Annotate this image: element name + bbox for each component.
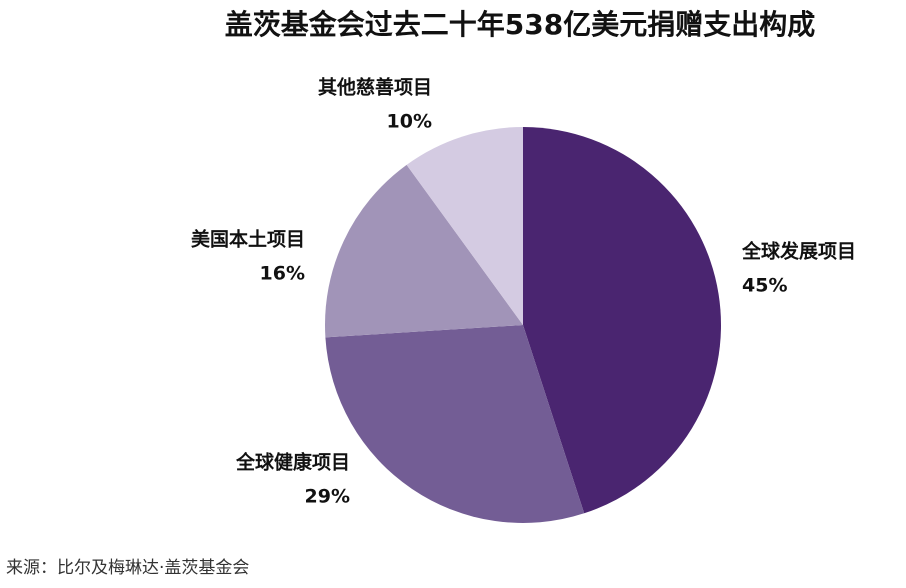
slice-label: 美国本土项目 bbox=[191, 228, 305, 251]
chart-title: 盖茨基金会过去二十年538亿美元捐赠支出构成 bbox=[225, 8, 815, 41]
slice-label: 其他慈善项目 bbox=[318, 76, 432, 99]
slice-label: 全球发展项目 bbox=[741, 240, 856, 263]
slice-label: 全球健康项目 bbox=[235, 451, 350, 474]
value-label: 16% bbox=[260, 263, 305, 285]
pie-slice bbox=[325, 325, 585, 523]
pie-slice bbox=[325, 164, 523, 338]
value-label: 10% bbox=[387, 111, 432, 133]
pie-slice bbox=[523, 127, 721, 514]
value-label: 29% bbox=[305, 486, 350, 508]
pie-slice bbox=[406, 127, 523, 325]
value-label: 45% bbox=[742, 275, 787, 297]
source: 来源：比尔及梅琳达·盖茨基金会 bbox=[6, 558, 249, 578]
